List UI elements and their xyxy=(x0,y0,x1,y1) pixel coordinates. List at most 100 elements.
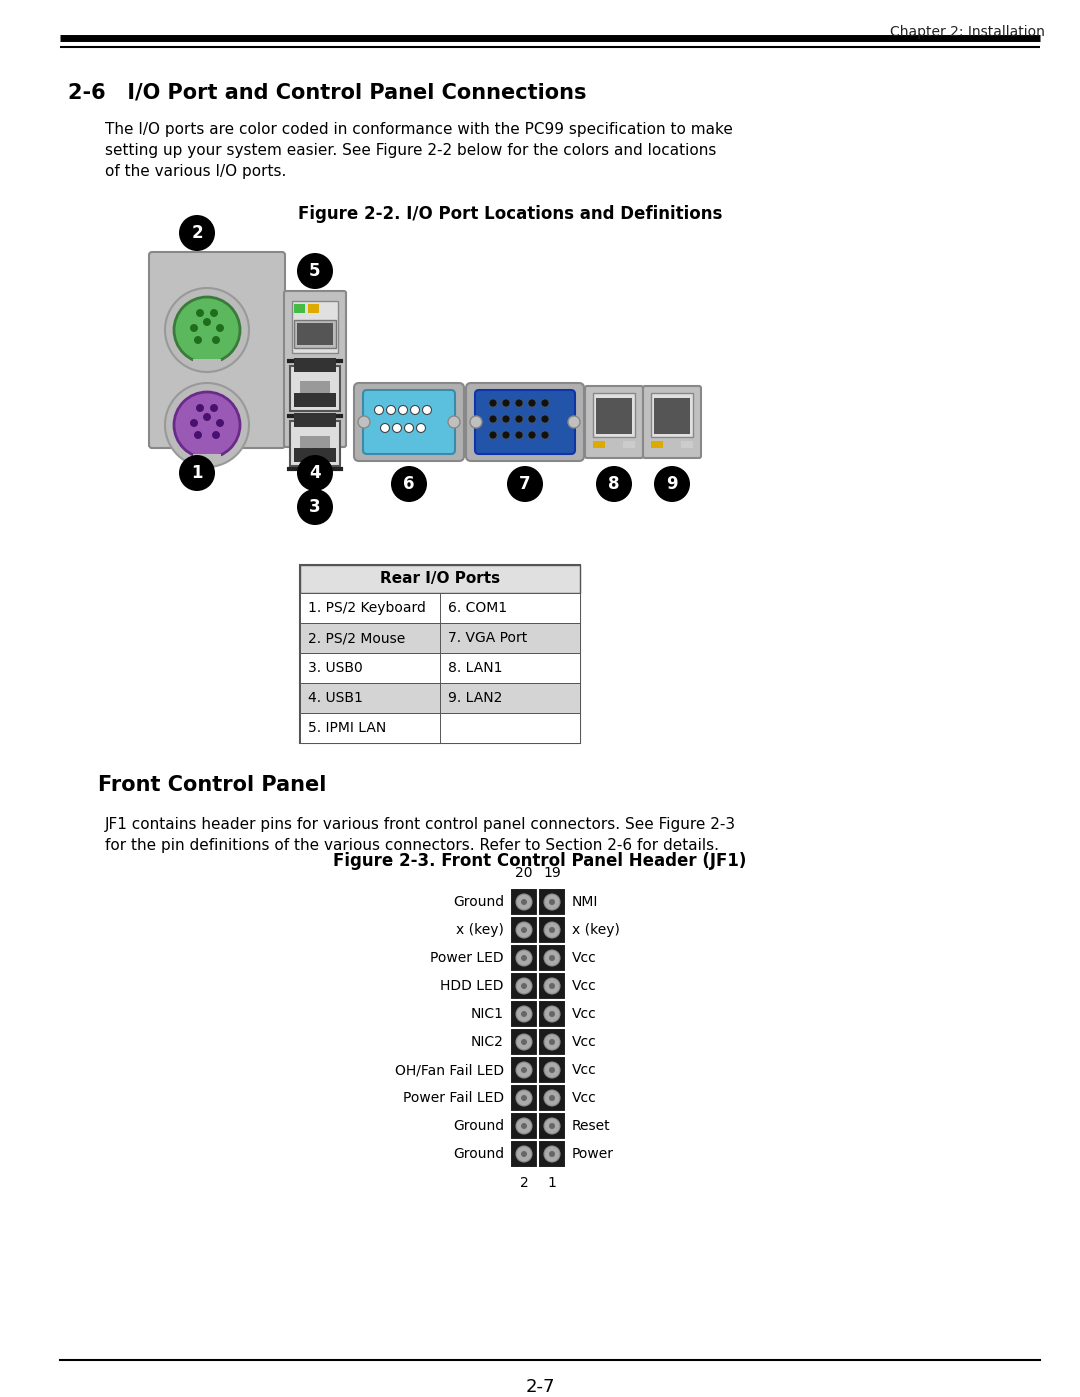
Circle shape xyxy=(544,1146,561,1162)
Bar xyxy=(294,393,336,407)
Circle shape xyxy=(544,1062,561,1078)
Text: 5: 5 xyxy=(309,263,321,279)
Bar xyxy=(300,436,330,448)
Circle shape xyxy=(489,432,497,439)
Bar xyxy=(651,441,663,448)
Circle shape xyxy=(399,405,407,415)
Circle shape xyxy=(489,400,497,407)
Text: Vcc: Vcc xyxy=(572,951,597,965)
Bar xyxy=(510,944,538,972)
FancyBboxPatch shape xyxy=(585,386,643,458)
Circle shape xyxy=(544,1034,561,1051)
Circle shape xyxy=(549,900,555,905)
Text: Power LED: Power LED xyxy=(430,951,504,965)
Bar xyxy=(538,1140,566,1168)
Bar xyxy=(651,393,693,437)
Text: of the various I/O ports.: of the various I/O ports. xyxy=(105,163,286,179)
Text: 7. VGA Port: 7. VGA Port xyxy=(448,631,527,645)
Circle shape xyxy=(502,415,510,423)
Bar xyxy=(300,564,580,592)
Bar xyxy=(294,358,336,372)
Text: 9: 9 xyxy=(666,475,678,493)
Bar xyxy=(593,441,605,448)
Circle shape xyxy=(179,215,215,251)
Circle shape xyxy=(528,400,536,407)
Text: 1. PS/2 Keyboard: 1. PS/2 Keyboard xyxy=(308,601,426,615)
Bar xyxy=(510,972,538,1000)
Circle shape xyxy=(210,404,218,412)
Circle shape xyxy=(195,309,204,317)
Circle shape xyxy=(544,978,561,995)
Bar xyxy=(510,1028,538,1056)
Circle shape xyxy=(448,416,460,427)
Circle shape xyxy=(165,383,249,467)
Text: x (key): x (key) xyxy=(456,923,504,937)
Text: Vcc: Vcc xyxy=(572,1063,597,1077)
Bar xyxy=(538,1000,566,1028)
Bar xyxy=(510,916,538,944)
Circle shape xyxy=(544,1118,561,1134)
Circle shape xyxy=(516,1146,532,1162)
Bar xyxy=(193,359,221,367)
Text: JF1 contains header pins for various front control panel connectors. See Figure : JF1 contains header pins for various fro… xyxy=(105,817,737,833)
Text: for the pin definitions of the various connectors. Refer to Section 2-6 for deta: for the pin definitions of the various c… xyxy=(105,838,719,854)
Bar xyxy=(300,564,580,743)
Circle shape xyxy=(405,423,414,433)
Circle shape xyxy=(541,415,549,423)
Circle shape xyxy=(544,1006,561,1023)
Circle shape xyxy=(174,298,240,363)
Text: setting up your system easier. See Figure 2-2 below for the colors and locations: setting up your system easier. See Figur… xyxy=(105,142,716,158)
Bar xyxy=(510,888,538,916)
Circle shape xyxy=(516,1090,532,1106)
Text: 8: 8 xyxy=(608,475,620,493)
Circle shape xyxy=(422,405,432,415)
Text: 3. USB0: 3. USB0 xyxy=(308,661,363,675)
Circle shape xyxy=(391,467,427,502)
Text: Vcc: Vcc xyxy=(572,1091,597,1105)
Bar xyxy=(654,398,690,434)
Text: Chapter 2: Installation: Chapter 2: Installation xyxy=(890,25,1045,39)
Bar xyxy=(538,888,566,916)
Circle shape xyxy=(194,432,202,439)
Circle shape xyxy=(521,928,527,933)
FancyBboxPatch shape xyxy=(363,390,455,454)
Circle shape xyxy=(516,950,532,965)
Text: 1: 1 xyxy=(191,464,203,482)
Text: Ground: Ground xyxy=(453,1147,504,1161)
Bar xyxy=(300,652,580,683)
Bar xyxy=(294,448,336,462)
Circle shape xyxy=(515,432,523,439)
Circle shape xyxy=(521,900,527,905)
Circle shape xyxy=(489,415,497,423)
Text: 2: 2 xyxy=(519,1176,528,1190)
Circle shape xyxy=(216,324,224,332)
Bar xyxy=(538,1112,566,1140)
Circle shape xyxy=(541,400,549,407)
Circle shape xyxy=(549,983,555,989)
Circle shape xyxy=(549,1151,555,1157)
Text: OH/Fan Fail LED: OH/Fan Fail LED xyxy=(395,1063,504,1077)
Bar xyxy=(291,366,340,411)
Bar xyxy=(510,1056,538,1084)
Circle shape xyxy=(470,416,482,427)
Circle shape xyxy=(380,423,390,433)
Bar xyxy=(623,441,635,448)
Circle shape xyxy=(516,1062,532,1078)
Circle shape xyxy=(528,432,536,439)
Circle shape xyxy=(541,432,549,439)
Circle shape xyxy=(516,894,532,909)
Text: 4. USB1: 4. USB1 xyxy=(308,692,363,705)
Circle shape xyxy=(516,1118,532,1134)
Circle shape xyxy=(194,337,202,344)
Bar xyxy=(538,1084,566,1112)
Circle shape xyxy=(203,414,211,420)
Bar xyxy=(510,1112,538,1140)
Text: 1: 1 xyxy=(548,1176,556,1190)
Circle shape xyxy=(521,1039,527,1045)
Text: 9. LAN2: 9. LAN2 xyxy=(448,692,502,705)
Circle shape xyxy=(549,956,555,961)
Bar xyxy=(300,712,580,743)
Text: NIC2: NIC2 xyxy=(471,1035,504,1049)
Circle shape xyxy=(190,324,198,332)
Circle shape xyxy=(549,1067,555,1073)
